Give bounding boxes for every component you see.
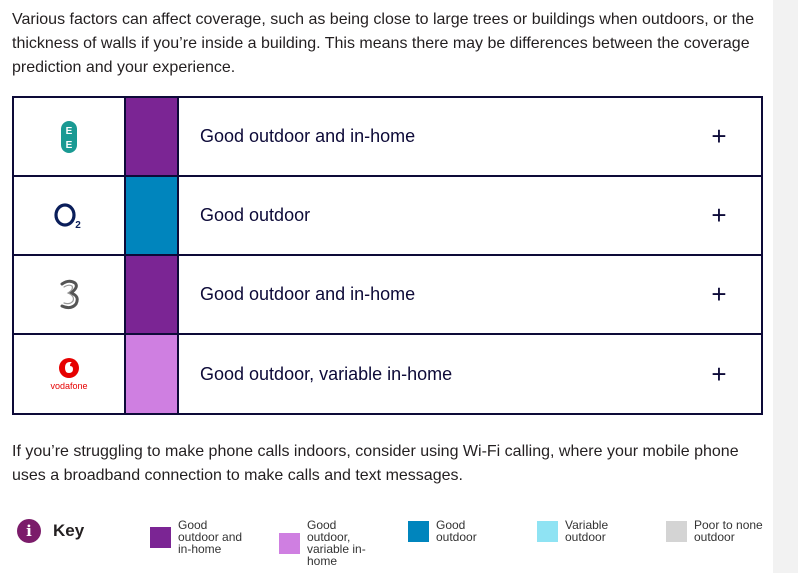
legend-swatch bbox=[537, 521, 558, 542]
info-icon: i bbox=[17, 519, 41, 543]
svg-text:E: E bbox=[66, 140, 73, 151]
operator-logo-cell: E E bbox=[14, 98, 126, 175]
coverage-label: Good outdoor and in-home bbox=[200, 284, 416, 304]
key-label: Key bbox=[53, 521, 85, 540]
legend-swatch bbox=[150, 527, 171, 548]
page-gutter bbox=[773, 0, 798, 573]
three-logo-icon bbox=[60, 279, 79, 309]
coverage-label: Good outdoor and in-home bbox=[200, 126, 416, 146]
coverage-color-swatch bbox=[126, 98, 179, 175]
legend-swatch bbox=[279, 533, 300, 554]
legend-item-good-outdoor-in-home: Good outdoor and in-home bbox=[150, 519, 250, 555]
expand-plus-icon[interactable]: + bbox=[711, 358, 727, 389]
intro-paragraph: Various factors can affect coverage, suc… bbox=[12, 11, 755, 76]
expand-plus-icon[interactable]: + bbox=[711, 200, 727, 230]
operator-row-o2[interactable]: 2 Good outdoor + bbox=[14, 177, 761, 256]
legend-swatch bbox=[666, 521, 687, 542]
legend-item-variable-outdoor: Variable outdoor bbox=[537, 519, 625, 543]
coverage-results-table: E E Good outdoor and in-home + 2 Good ou… bbox=[12, 96, 763, 415]
legend-item-good-outdoor: Good outdoor bbox=[408, 519, 496, 543]
operator-row-three[interactable]: Good outdoor and in-home + bbox=[14, 256, 761, 335]
legend-swatch bbox=[408, 521, 429, 542]
operator-row-vodafone[interactable]: vodafone Good outdoor, variable in-home … bbox=[14, 335, 761, 413]
vodafone-wordmark: vodafone bbox=[50, 381, 88, 391]
svg-text:E: E bbox=[66, 126, 73, 137]
operator-logo-cell: 2 bbox=[14, 177, 126, 254]
svg-text:2: 2 bbox=[75, 220, 81, 230]
vodafone-logo-icon bbox=[59, 358, 79, 378]
coverage-color-swatch bbox=[126, 335, 179, 413]
coverage-color-swatch bbox=[126, 177, 179, 254]
legend-label: Poor to none outdoor bbox=[694, 518, 763, 544]
legend-label: Variable outdoor bbox=[565, 518, 609, 544]
coverage-label: Good outdoor bbox=[200, 205, 311, 225]
legend-item-good-outdoor-variable-in-home: Good outdoor, variable in-home bbox=[279, 519, 371, 567]
o2-logo-icon: 2 bbox=[54, 202, 81, 230]
operator-logo-cell bbox=[14, 256, 126, 333]
coverage-color-swatch bbox=[126, 256, 179, 333]
operator-logo-cell: vodafone bbox=[14, 335, 126, 413]
legend-label: Good outdoor, variable in-home bbox=[307, 518, 366, 568]
legend-label: Good outdoor bbox=[436, 518, 477, 544]
wifi-calling-paragraph: If you’re struggling to make phone calls… bbox=[12, 443, 739, 484]
legend-label: Good outdoor and in-home bbox=[178, 518, 243, 556]
expand-plus-icon[interactable]: + bbox=[711, 279, 727, 309]
ee-logo-icon: E E bbox=[61, 120, 77, 153]
operator-row-ee[interactable]: E E Good outdoor and in-home + bbox=[14, 98, 761, 177]
expand-plus-icon[interactable]: + bbox=[711, 121, 727, 151]
legend-item-poor-to-none-outdoor: Poor to none outdoor bbox=[666, 519, 770, 543]
coverage-label: Good outdoor, variable in-home bbox=[200, 363, 453, 384]
